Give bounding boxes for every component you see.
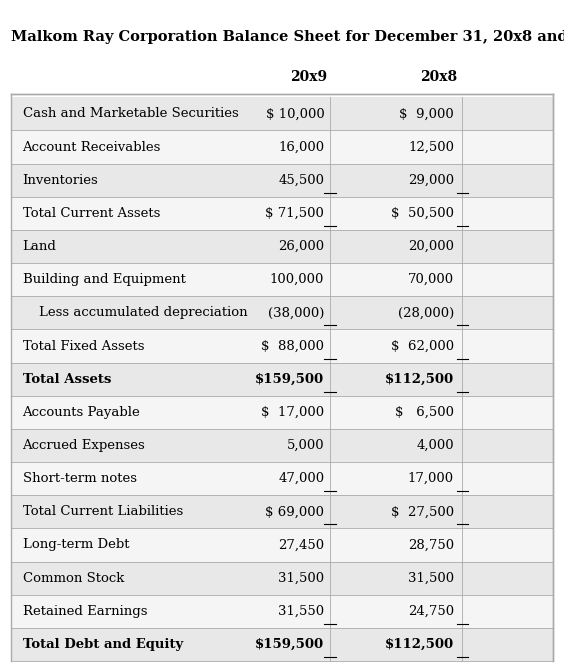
Text: $  88,000: $ 88,000: [261, 340, 324, 352]
Text: Accounts Payable: Accounts Payable: [23, 406, 140, 419]
Text: $112,500: $112,500: [385, 372, 454, 386]
Text: 27,450: 27,450: [278, 539, 324, 552]
Text: Malkom Ray Corporation Balance Sheet for December 31, 20x8 and 20x9: Malkom Ray Corporation Balance Sheet for…: [11, 30, 564, 44]
Bar: [11, 628, 553, 661]
Bar: [11, 164, 553, 197]
Text: $ 10,000: $ 10,000: [266, 107, 324, 120]
Text: Account Receivables: Account Receivables: [23, 140, 161, 154]
Text: Cash and Marketable Securities: Cash and Marketable Securities: [23, 107, 239, 120]
Text: 20x8: 20x8: [420, 70, 457, 85]
Text: Land: Land: [23, 240, 56, 253]
Text: $   6,500: $ 6,500: [395, 406, 454, 419]
Bar: [11, 97, 553, 130]
Text: 12,500: 12,500: [408, 140, 454, 154]
Text: $  62,000: $ 62,000: [391, 340, 454, 352]
Text: Less accumulated depreciation: Less accumulated depreciation: [39, 307, 248, 319]
Bar: [11, 130, 553, 164]
Bar: [11, 197, 553, 230]
Text: $ 71,500: $ 71,500: [266, 207, 324, 220]
Bar: [11, 230, 553, 263]
Text: Total Current Liabilities: Total Current Liabilities: [23, 505, 183, 518]
Bar: [11, 562, 553, 595]
Text: 70,000: 70,000: [408, 273, 454, 287]
Text: 24,750: 24,750: [408, 605, 454, 618]
Text: $112,500: $112,500: [385, 638, 454, 651]
Text: Total Fixed Assets: Total Fixed Assets: [23, 340, 144, 352]
Bar: [11, 462, 553, 495]
Text: $159,500: $159,500: [255, 638, 324, 651]
Text: $  27,500: $ 27,500: [391, 505, 454, 518]
Text: 26,000: 26,000: [278, 240, 324, 253]
Bar: [11, 329, 553, 362]
Text: $ 69,000: $ 69,000: [265, 505, 324, 518]
Text: 31,550: 31,550: [278, 605, 324, 618]
Text: Inventories: Inventories: [23, 174, 98, 187]
Text: 4,000: 4,000: [416, 439, 454, 452]
Bar: [11, 595, 553, 628]
Text: 29,000: 29,000: [408, 174, 454, 187]
Text: Building and Equipment: Building and Equipment: [23, 273, 186, 287]
Bar: [11, 396, 553, 429]
Text: Retained Earnings: Retained Earnings: [23, 605, 147, 618]
Text: Total Current Assets: Total Current Assets: [23, 207, 160, 220]
Text: Short-term notes: Short-term notes: [23, 472, 136, 485]
Bar: [11, 495, 553, 528]
Text: 31,500: 31,500: [408, 572, 454, 584]
Text: $159,500: $159,500: [255, 372, 324, 386]
Text: 28,750: 28,750: [408, 539, 454, 552]
Text: 31,500: 31,500: [278, 572, 324, 584]
Text: 100,000: 100,000: [270, 273, 324, 287]
Text: $  17,000: $ 17,000: [261, 406, 324, 419]
Text: $  50,500: $ 50,500: [391, 207, 454, 220]
Text: (28,000): (28,000): [398, 307, 454, 319]
Bar: [11, 429, 553, 462]
Text: 45,500: 45,500: [278, 174, 324, 187]
Text: Total Assets: Total Assets: [23, 372, 111, 386]
Bar: [11, 362, 553, 396]
Bar: [11, 528, 553, 562]
Text: Long-term Debt: Long-term Debt: [23, 539, 129, 552]
Text: 20x9: 20x9: [290, 70, 327, 85]
Text: Total Debt and Equity: Total Debt and Equity: [23, 638, 183, 651]
Text: 20,000: 20,000: [408, 240, 454, 253]
Text: (38,000): (38,000): [268, 307, 324, 319]
Text: Common Stock: Common Stock: [23, 572, 124, 584]
Text: 47,000: 47,000: [278, 472, 324, 485]
Text: 17,000: 17,000: [408, 472, 454, 485]
Bar: [11, 263, 553, 297]
Text: 5,000: 5,000: [287, 439, 324, 452]
Text: Accrued Expenses: Accrued Expenses: [23, 439, 146, 452]
Text: 16,000: 16,000: [278, 140, 324, 154]
Text: $  9,000: $ 9,000: [399, 107, 454, 120]
Bar: [11, 297, 553, 329]
